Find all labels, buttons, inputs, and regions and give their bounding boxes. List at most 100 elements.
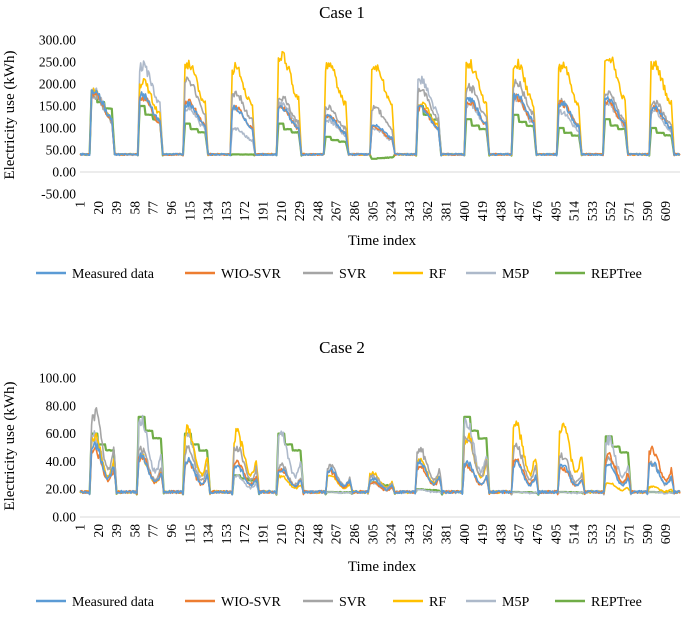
x-tick-label: 343	[402, 201, 417, 222]
x-tick-label: 39	[109, 524, 124, 538]
legend-entry: REPTree	[591, 595, 642, 610]
y-tick-label: -50.00	[41, 187, 76, 202]
x-tick-label: 267	[329, 201, 344, 222]
chart-title: Case 1	[319, 3, 365, 22]
x-tick-label: 495	[548, 524, 563, 545]
x-tick-label: 609	[658, 201, 673, 222]
legend-entry: Measured data	[72, 595, 155, 610]
legend-entry: RF	[429, 267, 446, 282]
x-tick-label: 362	[420, 524, 435, 544]
x-tick-labels: 1 20 39 58 77 96 115 134 153 172 191 210 229 248 267 28…	[73, 524, 674, 545]
chart-case-1: Case 1 Electricity use (kWh) Time index …	[2, 3, 681, 282]
x-tick-label: 438	[493, 524, 508, 545]
legend-entry: M5P	[502, 267, 529, 282]
x-tick-label: 362	[420, 201, 435, 221]
x-tick-label: 229	[292, 201, 307, 222]
legend: Measured data WIO-SVR SVR RF M5P REPTree	[36, 595, 642, 610]
x-tick-label: 305	[365, 201, 380, 222]
series-line-measured-data	[79, 89, 681, 157]
x-tick-label: 609	[658, 524, 673, 545]
x-tick-label: 153	[219, 524, 234, 545]
y-tick-label: 0.00	[52, 510, 76, 525]
legend-entry: WIO-SVR	[221, 267, 282, 282]
x-tick-label: 96	[164, 201, 179, 215]
y-tick-label: 40.00	[46, 454, 77, 469]
legend-entry: REPTree	[591, 267, 642, 282]
y-axis-label: Electricity use (kWh)	[2, 50, 18, 179]
x-tick-label: 77	[146, 201, 161, 215]
x-tick-label: 457	[512, 524, 527, 545]
x-tick-label: 96	[164, 524, 179, 538]
x-tick-label: 571	[621, 201, 636, 221]
y-tick-label: 150.00	[39, 99, 76, 114]
series-line-rf	[79, 50, 681, 157]
x-tick-label: 77	[146, 524, 161, 538]
legend-entry: Measured data	[72, 267, 155, 282]
series-line-svr	[79, 407, 681, 496]
x-tick-label: 248	[310, 524, 325, 545]
x-tick-label: 476	[530, 201, 545, 222]
x-tick-label: 343	[402, 524, 417, 545]
x-tick-labels: 1 20 39 58 77 96 115 134 153 172 191 210 229 248 267 28…	[73, 201, 674, 222]
series-line-svr	[79, 76, 681, 157]
x-tick-label: 533	[585, 201, 600, 222]
x-tick-label: 495	[548, 201, 563, 222]
legend-entry: M5P	[502, 595, 529, 610]
x-tick-label: 419	[475, 201, 490, 222]
x-tick-label: 571	[621, 524, 636, 544]
x-tick-label: 305	[365, 524, 380, 545]
y-tick-label: 100.00	[39, 121, 76, 136]
x-tick-label: 134	[201, 524, 216, 545]
x-tick-label: 172	[237, 201, 252, 221]
y-tick-label: 0.00	[52, 165, 76, 180]
x-tick-label: 552	[603, 524, 618, 544]
x-tick-label: 1	[73, 524, 88, 531]
x-tick-label: 324	[384, 201, 399, 222]
x-tick-label: 381	[438, 524, 453, 544]
legend-entry: SVR	[339, 595, 367, 610]
x-tick-label: 153	[219, 201, 234, 222]
x-tick-label: 419	[475, 524, 490, 545]
legend-entry: WIO-SVR	[221, 595, 282, 610]
x-tick-label: 58	[127, 524, 142, 538]
y-tick-label: 60.00	[46, 426, 77, 441]
x-tick-label: 324	[384, 524, 399, 545]
x-tick-label: 134	[201, 201, 216, 222]
x-tick-label: 590	[640, 524, 655, 545]
x-tick-label: 533	[585, 524, 600, 545]
x-tick-label: 115	[182, 524, 197, 544]
y-tick-label: 100.00	[39, 371, 76, 386]
y-tick-labels: 300.00 250.00 200.00 150.00 100.00 50.00 0.00 -…	[39, 33, 76, 202]
x-tick-label: 286	[347, 201, 362, 222]
chart-case-2: Case 2 Electricity use (kWh) Time index …	[2, 338, 681, 610]
x-tick-label: 172	[237, 524, 252, 544]
series-line-wio-svr	[79, 445, 681, 496]
x-tick-label: 381	[438, 201, 453, 221]
y-tick-label: 50.00	[46, 143, 77, 158]
series-lines	[79, 50, 681, 160]
x-tick-label: 20	[91, 524, 106, 538]
y-tick-label: 300.00	[39, 33, 76, 48]
x-tick-label: 286	[347, 524, 362, 545]
x-tick-label: 115	[182, 201, 197, 221]
x-tick-label: 58	[127, 201, 142, 215]
x-axis-label: Time index	[348, 233, 417, 249]
x-tick-label: 210	[274, 201, 289, 222]
x-tick-label: 267	[329, 524, 344, 545]
x-tick-label: 400	[457, 524, 472, 545]
y-axis-label: Electricity use (kWh)	[2, 381, 18, 510]
x-tick-label: 229	[292, 524, 307, 545]
x-tick-label: 590	[640, 201, 655, 222]
legend: Measured data WIO-SVR SVR RF M5P REPTree	[36, 267, 642, 282]
x-tick-label: 39	[109, 201, 124, 215]
x-tick-label: 248	[310, 201, 325, 222]
x-tick-label: 438	[493, 201, 508, 222]
x-tick-label: 20	[91, 201, 106, 215]
chart-title: Case 2	[319, 338, 365, 357]
y-tick-label: 200.00	[39, 77, 76, 92]
x-tick-label: 514	[567, 201, 582, 222]
series-line-reptree	[79, 89, 681, 160]
x-tick-label: 191	[255, 201, 270, 221]
x-axis-label: Time index	[348, 559, 417, 575]
